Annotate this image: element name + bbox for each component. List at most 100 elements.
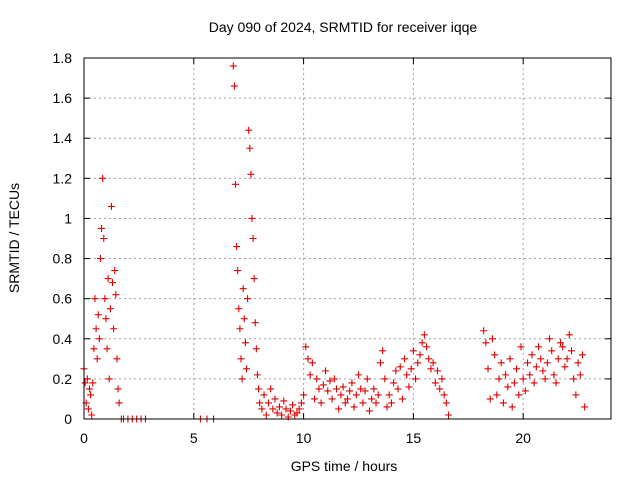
data-point (480, 327, 488, 335)
data-point (250, 275, 258, 283)
data-point (95, 335, 103, 343)
data-point (442, 399, 450, 407)
data-point (295, 405, 303, 413)
data-point (556, 339, 564, 347)
data-point (515, 391, 523, 399)
data-point (238, 375, 246, 383)
data-point (328, 395, 336, 403)
data-point (242, 365, 250, 373)
data-point (247, 170, 255, 178)
data-point (324, 387, 332, 395)
data-point (445, 411, 453, 419)
data-point (425, 355, 433, 363)
data-point (235, 305, 243, 313)
data-point (543, 359, 551, 367)
data-point (359, 399, 367, 407)
y-axis-label: SRMTID / TECUs (6, 183, 22, 293)
plot-frame (83, 57, 612, 420)
data-point (245, 126, 253, 134)
data-point (229, 62, 237, 70)
data-point (262, 411, 270, 419)
y-tick-label: 0 (64, 411, 72, 427)
data-point (354, 371, 362, 379)
data-point (264, 399, 272, 407)
data-point (90, 345, 98, 353)
data-point (365, 407, 373, 415)
data-point (361, 387, 369, 395)
data-point (407, 365, 415, 373)
data-point (282, 405, 290, 413)
data-point (414, 359, 422, 367)
data-point (392, 367, 400, 375)
data-point (230, 82, 238, 90)
data-point (333, 385, 341, 393)
data-point (92, 325, 100, 333)
data-point (103, 345, 111, 353)
data-point (506, 355, 514, 363)
data-point (385, 391, 393, 399)
data-point (113, 355, 121, 363)
data-point (578, 351, 586, 359)
data-point (405, 383, 413, 391)
data-point (233, 243, 241, 251)
data-point (289, 401, 297, 409)
data-point (344, 395, 351, 403)
data-point (115, 399, 123, 407)
x-axis-tick-labels: 0 5 10 15 20 (80, 430, 531, 446)
data-point (96, 255, 104, 263)
data-point (315, 385, 323, 393)
data-point (110, 325, 118, 333)
data-point (258, 405, 266, 413)
data-point (376, 359, 384, 367)
data-point (502, 371, 510, 379)
data-point (394, 385, 402, 393)
y-tick-label: 1.6 (53, 90, 73, 106)
data-point (240, 315, 248, 323)
data-point (436, 385, 444, 393)
data-point (330, 375, 338, 383)
data-point (269, 405, 277, 413)
data-point (304, 355, 312, 363)
data-point (383, 403, 391, 411)
data-point (98, 224, 106, 232)
y-tick-label: 0.4 (53, 331, 73, 347)
data-point (416, 351, 424, 359)
data-point (352, 391, 360, 399)
data-point (513, 365, 521, 373)
data-point (271, 395, 279, 403)
data-point (497, 359, 505, 367)
data-point (102, 315, 110, 323)
data-point (488, 335, 496, 343)
data-point (105, 375, 113, 383)
data-point (280, 397, 288, 405)
y-tick-label: 1.2 (53, 170, 73, 186)
data-point (104, 275, 112, 283)
data-point (267, 385, 275, 393)
data-point (409, 347, 417, 355)
data-point (302, 343, 310, 351)
data-point (495, 375, 503, 383)
data-point (482, 339, 490, 347)
y-tick-label: 0.6 (53, 291, 73, 307)
data-point (535, 343, 543, 351)
data-point (107, 202, 115, 210)
data-point (438, 375, 446, 383)
data-point (548, 347, 556, 355)
data-point (370, 385, 378, 393)
data-point (81, 379, 89, 387)
grid-lines (84, 58, 611, 419)
data-point (234, 267, 242, 275)
data-point (326, 377, 334, 385)
data-point (521, 387, 529, 395)
data-point (563, 355, 571, 363)
data-point (398, 395, 406, 403)
data-point (346, 387, 354, 395)
data-point (278, 411, 286, 419)
data-point (317, 399, 325, 407)
data-point (112, 291, 120, 299)
data-point (574, 359, 582, 367)
data-point (246, 144, 254, 152)
data-point (519, 375, 527, 383)
data-point (379, 347, 387, 355)
